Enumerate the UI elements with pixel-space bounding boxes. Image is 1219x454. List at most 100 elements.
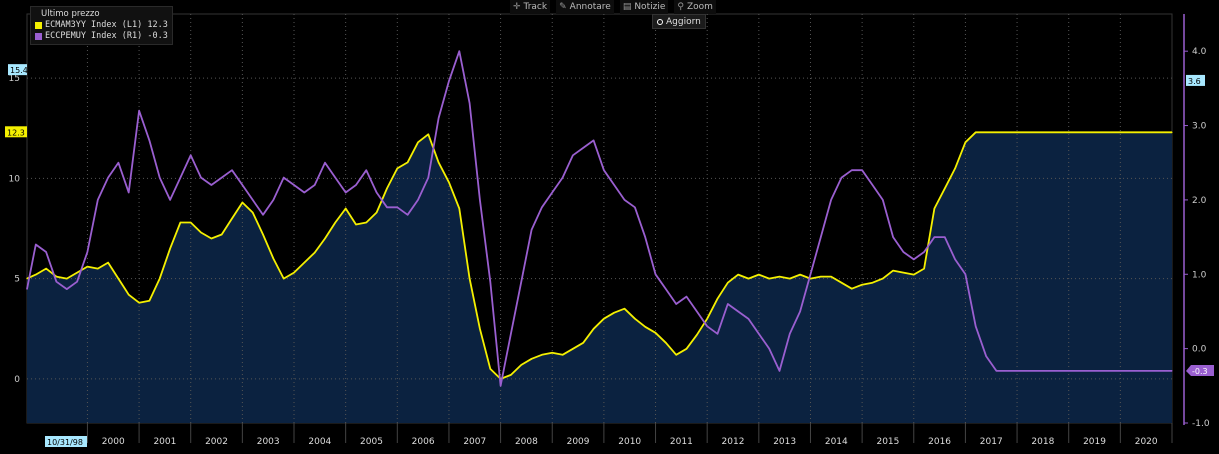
news-button[interactable]: ▤ Notizie (619, 0, 669, 14)
data-point-eccpemuy-index (1171, 370, 1173, 372)
right-axis-tick-label: 2.0 (1192, 196, 1207, 206)
data-point-eccpemuy-index (355, 184, 357, 186)
data-point-ecmam3yy-index (747, 278, 750, 280)
data-point-eccpemuy-index (520, 281, 522, 283)
x-start-tag: 10/31/98 (47, 438, 83, 447)
data-point-ecmam3yy-index (252, 211, 254, 214)
data-point-ecmam3yy-index (913, 274, 915, 276)
x-axis-year-label: 2020 (1135, 437, 1158, 447)
data-point-eccpemuy-index (737, 310, 739, 313)
data-point-ecmam3yy-index (541, 354, 543, 356)
data-point-ecmam3yy-index (1016, 131, 1018, 133)
data-point-ecmam3yy-index (200, 231, 202, 234)
data-point-eccpemuy-index (1088, 370, 1090, 372)
data-point-ecmam3yy-index (1078, 131, 1080, 133)
data-point-eccpemuy-index (975, 325, 977, 327)
right-last-value-tag-box (1186, 364, 1214, 376)
right-axis-tick-label: -1.0 (1192, 419, 1210, 429)
track-button[interactable]: ✛ Track (510, 0, 551, 14)
data-point-eccpemuy-index (809, 273, 812, 275)
data-point-eccpemuy-index (902, 251, 905, 253)
data-point-eccpemuy-index (541, 206, 543, 208)
data-point-ecmam3yy-index (272, 258, 274, 260)
data-point-eccpemuy-index (685, 296, 688, 298)
data-point-eccpemuy-index (654, 273, 657, 275)
magnifier-icon: ⚲ (677, 2, 684, 12)
data-point-eccpemuy-index (665, 288, 667, 290)
data-point-eccpemuy-index (582, 147, 584, 149)
data-point-eccpemuy-index (86, 251, 88, 253)
data-point-eccpemuy-index (820, 236, 822, 238)
legend-entry-ecmam3yy[interactable]: ECMAM3YY Index (L1) 12.3 (35, 20, 168, 31)
data-point-ecmam3yy-index (1171, 131, 1173, 133)
data-point-ecmam3yy-index (148, 300, 150, 302)
annotate-button[interactable]: ✎ Annotare (556, 0, 614, 14)
right-axis-tick-label: 3.0 (1192, 122, 1207, 132)
data-point-eccpemuy-index (1140, 370, 1142, 372)
data-point-eccpemuy-index (324, 162, 326, 164)
data-point-eccpemuy-index (510, 333, 512, 335)
data-point-ecmam3yy-index (221, 233, 223, 236)
data-point-eccpemuy-index (716, 333, 719, 335)
data-point-ecmam3yy-index (933, 207, 936, 210)
data-point-eccpemuy-index (262, 214, 264, 216)
refresh-button[interactable]: Aggiorn (652, 14, 706, 29)
data-point-eccpemuy-index (1016, 370, 1018, 372)
data-point-ecmam3yy-index (944, 187, 946, 189)
data-point-eccpemuy-index (469, 102, 471, 104)
data-point-ecmam3yy-index (469, 278, 471, 280)
zoom-button[interactable]: ⚲ Zoom (674, 0, 716, 14)
data-point-eccpemuy-index (35, 243, 37, 246)
data-point-eccpemuy-index (159, 177, 161, 179)
data-point-eccpemuy-index (417, 199, 419, 201)
data-point-ecmam3yy-index (778, 276, 781, 278)
data-point-ecmam3yy-index (871, 282, 874, 284)
data-point-ecmam3yy-index (324, 237, 326, 240)
data-point-eccpemuy-index (789, 333, 791, 335)
data-point-ecmam3yy-index (995, 131, 998, 133)
data-point-ecmam3yy-index (789, 278, 791, 280)
data-point-eccpemuy-index (200, 177, 202, 179)
data-point-eccpemuy-index (231, 169, 233, 171)
x-axis-year-label: 2010 (618, 437, 641, 447)
pencil-icon: ✎ (559, 2, 567, 12)
right-axis-tick-label: 1.0 (1192, 270, 1207, 280)
data-point-ecmam3yy-index (696, 334, 698, 336)
data-point-ecmam3yy-index (562, 354, 564, 356)
data-point-eccpemuy-index (675, 303, 677, 305)
data-point-eccpemuy-index (830, 199, 832, 201)
x-axis-year-label: 2008 (515, 437, 538, 447)
data-point-ecmam3yy-index (923, 268, 925, 270)
x-axis-year-label: 2014 (825, 437, 848, 447)
data-point-ecmam3yy-index (231, 217, 233, 220)
zoom-label: Zoom (686, 2, 713, 12)
data-point-eccpemuy-index (1057, 370, 1059, 372)
legend-title: Ultimo prezzo (41, 9, 100, 19)
data-point-eccpemuy-index (66, 288, 68, 290)
data-point-eccpemuy-index (1150, 370, 1152, 372)
data-point-eccpemuy-index (1119, 370, 1121, 372)
data-point-ecmam3yy-index (407, 161, 409, 163)
data-point-ecmam3yy-index (159, 278, 161, 280)
data-point-ecmam3yy-index (851, 288, 853, 290)
data-point-ecmam3yy-index (35, 274, 37, 276)
data-point-ecmam3yy-index (706, 318, 708, 320)
data-point-ecmam3yy-index (86, 266, 88, 268)
legend-swatch-yellow (35, 22, 42, 29)
data-point-eccpemuy-index (778, 370, 781, 372)
data-point-ecmam3yy-index (190, 221, 192, 224)
data-point-eccpemuy-index (1006, 370, 1008, 372)
data-point-eccpemuy-index (376, 191, 378, 194)
data-point-ecmam3yy-index (644, 326, 646, 328)
data-point-eccpemuy-index (1047, 370, 1049, 372)
data-point-ecmam3yy-index (458, 207, 460, 210)
data-point-ecmam3yy-index (675, 354, 677, 356)
data-point-eccpemuy-index (210, 184, 212, 186)
x-axis-year-label: 2004 (308, 437, 331, 447)
data-point-eccpemuy-index (1068, 370, 1070, 372)
legend-entry-eccpemuy[interactable]: ECCPEMUY Index (R1) -0.3 (35, 31, 168, 42)
data-point-eccpemuy-index (1026, 370, 1028, 372)
data-point-eccpemuy-index (241, 184, 243, 186)
data-point-eccpemuy-index (1078, 370, 1080, 372)
